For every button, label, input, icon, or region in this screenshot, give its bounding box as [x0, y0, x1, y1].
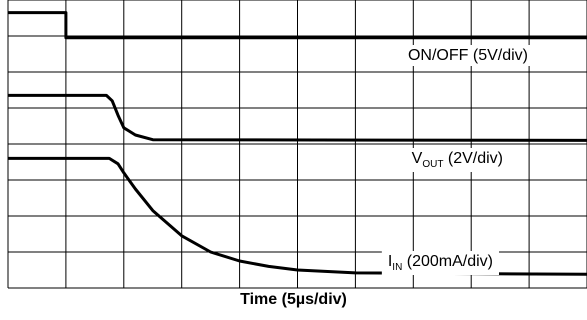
- trace-vout: [8, 93, 587, 142]
- trace-on-off: [8, 11, 587, 40]
- trace-iin: [8, 156, 587, 276]
- label-background: [405, 148, 509, 172]
- label-background: [401, 45, 534, 66]
- label-vout: VOUT (2V/div): [405, 148, 509, 172]
- traces: [8, 11, 587, 276]
- label-text-vout: VOUT (2V/div): [412, 150, 503, 170]
- label-text-iin: IIN (200mA/div): [388, 253, 493, 273]
- x-axis-label: Time (5µs/div): [240, 291, 347, 308]
- label-iin: IIN (200mA/div): [381, 251, 499, 275]
- trace-labels: ON/OFF (5V/div) VOUT (2V/div) IIN (200mA/d…: [381, 45, 534, 275]
- grid: [7, 0, 587, 289]
- scope-chart: ON/OFF (5V/div) VOUT (2V/div) IIN (200mA/d…: [7, 0, 587, 289]
- label-on-off: ON/OFF (5V/div): [401, 45, 534, 66]
- label-background: [381, 251, 499, 275]
- label-text-on-off: ON/OFF (5V/div): [408, 47, 528, 64]
